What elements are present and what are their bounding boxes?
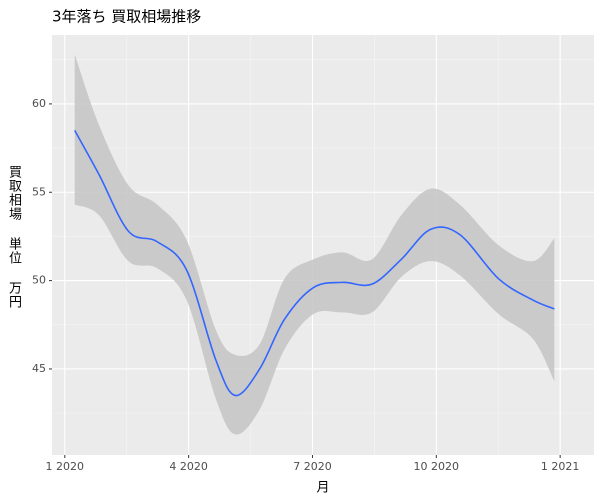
x-tick-label: 1 2021 — [541, 460, 580, 473]
confidence-band — [74, 54, 555, 435]
x-tick-label: 7 2020 — [293, 460, 332, 473]
y-tick-label: 55 — [32, 185, 46, 198]
x-tick-label: 1 2020 — [46, 460, 85, 473]
y-tick-label: 45 — [32, 362, 46, 375]
y-tick-label: 50 — [32, 274, 46, 287]
x-tick-label: 4 2020 — [169, 460, 208, 473]
y-axis-label: 買取相場 単位 万円 — [6, 165, 21, 309]
x-tick-label: 10 2020 — [414, 460, 460, 473]
x-axis-label: 月 — [316, 481, 329, 496]
chart-title: 3年落ち 買取相場推移 — [52, 8, 201, 26]
trend-line — [74, 130, 555, 397]
y-tick-label: 60 — [32, 97, 46, 110]
